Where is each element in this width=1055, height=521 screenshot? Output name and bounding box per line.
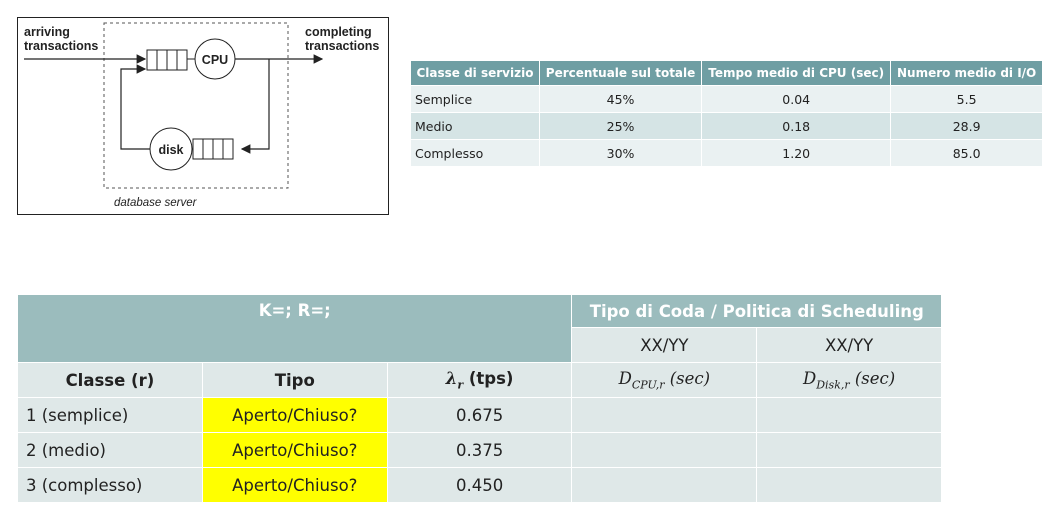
ddisk-cell — [756, 467, 942, 503]
disk-policy: XX/YY — [756, 327, 942, 363]
cell: 30% — [539, 139, 703, 166]
class-cell: 3 (complesso) — [17, 467, 203, 503]
table-row: Semplice 45% 0.04 5.5 — [411, 85, 1042, 113]
lambda-symbol: λ — [445, 368, 458, 388]
model-parameters-table: K=; R=; Tipo di Coda / Politica di Sched… — [16, 294, 942, 503]
col-header-class-r: Classe (r) — [17, 362, 203, 398]
lambda-cell: 0.375 — [386, 432, 573, 468]
model-title: K=; R=; — [16, 294, 573, 363]
dcpu-subscript: CPU,r — [631, 378, 665, 392]
class-cell: 1 (semplice) — [17, 397, 203, 433]
type-cell: Aperto/Chiuso? — [201, 397, 388, 433]
col-header-type: Tipo — [201, 362, 388, 398]
dcpu-symbol: D — [618, 368, 632, 388]
table-row: Complesso 30% 1.20 85.0 — [411, 139, 1042, 166]
ddisk-cell — [756, 397, 942, 433]
lambda-cell: 0.675 — [386, 397, 573, 433]
ddisk-subscript: Disk,r — [816, 378, 850, 392]
completing-label-1: completing — [305, 25, 372, 39]
ddisk-cell — [756, 432, 942, 468]
dcpu-cell — [571, 467, 758, 503]
to-disk-arrow — [240, 59, 270, 154]
server-boundary — [103, 22, 289, 189]
cell: 1.20 — [701, 139, 892, 166]
dcpu-cell — [571, 397, 758, 433]
cpu-label: CPU — [202, 53, 228, 67]
cell: 0.04 — [701, 85, 892, 113]
col-header-ddisk: DDisk,r (sec) — [756, 362, 942, 398]
cell: Semplice — [411, 85, 540, 113]
arriving-label-1: arriving — [24, 25, 70, 39]
cell: 45% — [539, 85, 703, 113]
table-row: 2 (medio) Aperto/Chiuso? 0.375 — [17, 432, 942, 468]
col-header-cpu-time: Tempo medio di CPU (sec) — [701, 61, 892, 86]
col-header-lambda: λr (tps) — [386, 362, 573, 398]
ddisk-symbol: D — [802, 368, 817, 388]
queueing-network-diagram: arriving transactions completing transac… — [17, 17, 389, 215]
service-class-table: Classe di servizio Percentuale sul total… — [411, 61, 1042, 166]
cell: Medio — [411, 112, 540, 140]
class-cell: 2 (medio) — [17, 432, 203, 468]
dcpu-unit: (sec) — [664, 368, 711, 388]
col-header-io: Numero medio di I/O — [890, 61, 1042, 86]
cell: 25% — [539, 112, 703, 140]
arriving-label-2: transactions — [24, 39, 98, 53]
col-header-dcpu: DCPU,r (sec) — [571, 362, 758, 398]
cell: 85.0 — [890, 139, 1042, 166]
cpu-policy: XX/YY — [571, 327, 758, 363]
lambda-cell: 0.450 — [386, 467, 573, 503]
cell: 28.9 — [890, 112, 1042, 140]
queue-policy-header: Tipo di Coda / Politica di Scheduling — [571, 294, 942, 328]
table-row: 1 (semplice) Aperto/Chiuso? 0.675 — [17, 397, 942, 433]
lambda-subscript: r — [457, 378, 464, 392]
ddisk-unit: (sec) — [849, 368, 896, 388]
disk-label: disk — [158, 143, 183, 157]
lambda-unit: (tps) — [463, 368, 514, 388]
col-header-class: Classe di servizio — [411, 61, 540, 86]
type-cell: Aperto/Chiuso? — [201, 467, 388, 503]
dcpu-cell — [571, 432, 758, 468]
cell: Complesso — [411, 139, 540, 166]
cell: 0.18 — [701, 112, 892, 140]
completing-label-2: transactions — [305, 39, 379, 53]
table-row: 3 (complesso) Aperto/Chiuso? 0.450 — [17, 467, 942, 503]
cpu-queue — [146, 49, 188, 71]
cell: 5.5 — [890, 85, 1042, 113]
type-cell: Aperto/Chiuso? — [201, 432, 388, 468]
table-row: Medio 25% 0.18 28.9 — [411, 112, 1042, 140]
back-to-cpu-arrow — [120, 64, 150, 150]
database-server-label: database server — [114, 197, 198, 209]
disk-queue — [192, 138, 234, 160]
col-header-percent: Percentuale sul totale — [539, 61, 703, 86]
